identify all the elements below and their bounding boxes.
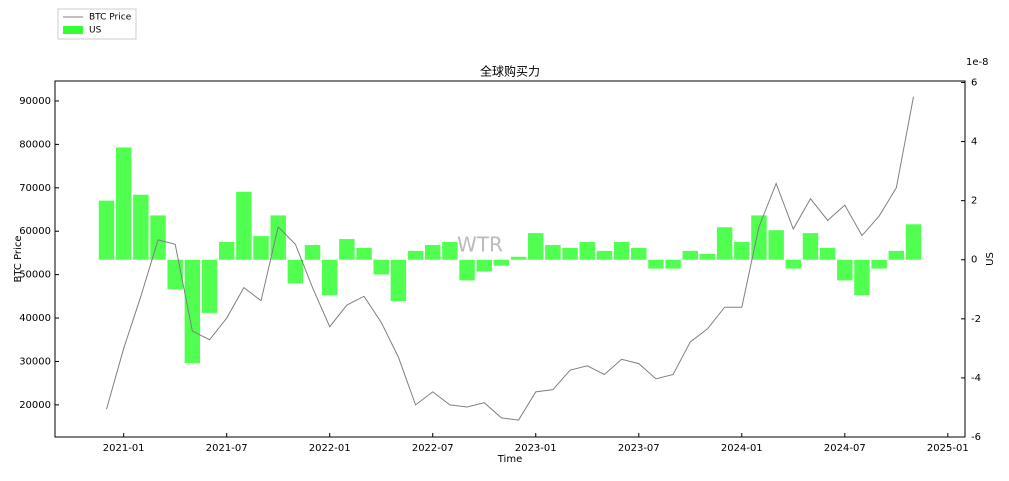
bar bbox=[133, 194, 149, 260]
legend-swatch bbox=[63, 26, 83, 34]
chart-title: 全球购买力 bbox=[480, 64, 540, 79]
watermark: WTR bbox=[457, 233, 503, 257]
bar bbox=[287, 259, 304, 284]
x-tick-label: 2022-01 bbox=[309, 443, 351, 454]
y2-tick-label: 4 bbox=[971, 137, 977, 148]
x-axis-label: Time bbox=[497, 454, 522, 465]
bar bbox=[579, 242, 595, 260]
x-tick-label: 2023-01 bbox=[515, 443, 557, 454]
x-tick-label: 2025-01 bbox=[927, 443, 969, 454]
bar bbox=[167, 259, 183, 290]
line bbox=[106, 96, 914, 421]
bar bbox=[682, 250, 699, 260]
bar bbox=[631, 247, 647, 260]
y-tick-label: 70000 bbox=[19, 183, 51, 194]
bar bbox=[545, 244, 561, 260]
y-tick-label: 40000 bbox=[19, 313, 51, 324]
bar bbox=[270, 215, 286, 260]
bar bbox=[819, 247, 836, 260]
y-tick-label: 50000 bbox=[19, 270, 51, 281]
bar bbox=[905, 224, 922, 260]
legend-label: US bbox=[89, 26, 102, 36]
bar bbox=[201, 259, 218, 313]
bar bbox=[373, 259, 389, 275]
y2-offset-label: 1e-8 bbox=[966, 57, 989, 68]
bar bbox=[751, 215, 767, 260]
bar bbox=[442, 242, 458, 260]
bar bbox=[321, 259, 338, 296]
bar bbox=[476, 259, 492, 272]
bar bbox=[734, 242, 750, 260]
y-tick-label: 90000 bbox=[19, 96, 51, 107]
y-axis-label: BTC Price bbox=[13, 236, 24, 283]
y-tick-label: 80000 bbox=[19, 139, 51, 150]
bar bbox=[888, 250, 905, 260]
x-tick-label: 2023-07 bbox=[618, 443, 660, 454]
bar bbox=[871, 259, 887, 269]
bar bbox=[510, 256, 527, 260]
legend-label: BTC Price bbox=[89, 13, 132, 23]
bar bbox=[768, 230, 784, 260]
bar bbox=[115, 147, 132, 260]
y2-tick-label: -4 bbox=[971, 373, 981, 384]
y2-axis-label: US bbox=[985, 252, 996, 266]
bar bbox=[699, 253, 716, 260]
bar bbox=[236, 191, 252, 260]
bar bbox=[218, 242, 235, 260]
bar bbox=[184, 259, 201, 364]
bar bbox=[785, 259, 802, 269]
bar bbox=[253, 236, 269, 260]
bar bbox=[356, 247, 372, 260]
legend: BTC Price US bbox=[57, 8, 137, 40]
x-tick-label: 2021-01 bbox=[103, 443, 145, 454]
y-tick-label: 30000 bbox=[19, 356, 51, 367]
x-tick-label: 2024-01 bbox=[721, 443, 763, 454]
bar bbox=[407, 250, 424, 260]
bar bbox=[150, 215, 166, 260]
y2-tick-label: 2 bbox=[971, 196, 977, 207]
bar bbox=[716, 227, 733, 260]
x-tick-label: 2024-07 bbox=[824, 443, 866, 454]
bar bbox=[854, 259, 870, 296]
bar bbox=[459, 259, 475, 281]
y2-tick-label: 6 bbox=[971, 77, 977, 88]
bar bbox=[304, 244, 321, 260]
bar bbox=[98, 200, 115, 260]
y-tick-label: 20000 bbox=[19, 400, 51, 411]
y2-tick-label: -2 bbox=[971, 314, 981, 325]
x-tick-label: 2022-07 bbox=[412, 443, 454, 454]
bar bbox=[665, 259, 681, 269]
x-tick-label: 2021-07 bbox=[206, 443, 248, 454]
bar bbox=[648, 259, 664, 269]
y2-tick-label: 0 bbox=[971, 255, 977, 266]
bar bbox=[613, 242, 630, 260]
y-tick-label: 60000 bbox=[19, 226, 51, 237]
bar bbox=[528, 233, 544, 260]
y2-tick-label: -6 bbox=[971, 432, 981, 443]
bar bbox=[425, 244, 441, 260]
bar bbox=[562, 247, 578, 260]
bar bbox=[596, 250, 613, 260]
bar bbox=[390, 259, 407, 302]
plot-frame bbox=[54, 80, 966, 438]
bar bbox=[339, 239, 355, 260]
bar bbox=[493, 259, 510, 266]
bar bbox=[837, 259, 853, 281]
bar bbox=[802, 233, 819, 260]
